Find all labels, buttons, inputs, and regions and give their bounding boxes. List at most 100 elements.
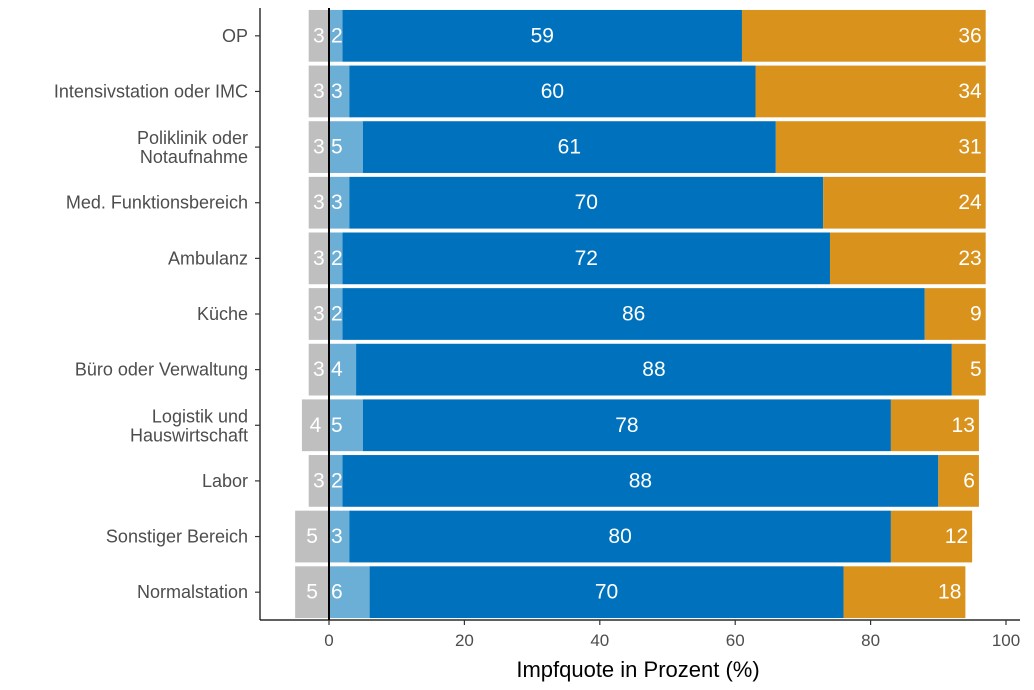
data-label-1-row-9: 3 (331, 525, 343, 548)
data-label-3-row-3: 24 (958, 191, 982, 214)
data-label-3-row-5: 9 (970, 303, 982, 326)
bar-segment-3-row-9 (890, 510, 973, 563)
category-label: Labor (202, 471, 248, 491)
data-label-2-row-9: 80 (608, 525, 631, 548)
bar-segment-3-row-7 (890, 399, 979, 452)
bar-segment-1-row-2 (329, 121, 363, 173)
data-label-1-row-6: 4 (331, 358, 343, 381)
bars-layer (295, 9, 986, 619)
bar-segment-0-row-5 (308, 288, 329, 340)
data-label-1-row-0: 2 (331, 24, 343, 47)
bar-segment-2-row-6 (356, 343, 952, 396)
category-label: Poliklinik oder Notaufnahme (137, 128, 248, 167)
x-tick-label: 60 (726, 631, 745, 650)
category-label: Med. Funktionsbereich (66, 193, 248, 213)
category-label: Sonstiger Bereich (106, 527, 248, 547)
data-label-0-row-4: 3 (313, 247, 325, 270)
data-label-1-row-5: 2 (331, 303, 343, 326)
data-label-0-row-5: 3 (313, 303, 325, 326)
bar-segment-0-row-7 (301, 399, 329, 452)
x-axis-title: Impfquote in Prozent (%) (516, 657, 759, 682)
category-label: Logistik und Hauswirtschaft (130, 406, 248, 445)
bar-segment-2-row-1 (349, 65, 756, 118)
bar-segment-2-row-10 (369, 566, 844, 619)
data-label-3-row-9: 12 (945, 525, 968, 548)
bar-segment-1-row-4 (329, 232, 343, 285)
bar-segment-2-row-9 (349, 510, 891, 563)
category-label: Büro oder Verwaltung (75, 360, 248, 380)
bar-segment-3-row-6 (951, 343, 986, 396)
bar-segment-2-row-5 (342, 288, 925, 340)
data-label-0-row-3: 3 (313, 191, 325, 214)
bar-segment-0-row-3 (308, 176, 329, 229)
bar-segment-1-row-10 (329, 566, 370, 619)
bar-segment-3-row-8 (938, 455, 979, 507)
data-label-3-row-6: 5 (970, 358, 982, 381)
data-label-3-row-10: 18 (938, 581, 961, 604)
data-label-2-row-6: 88 (642, 358, 665, 381)
bar-segment-0-row-2 (308, 121, 329, 173)
data-label-2-row-1: 60 (541, 80, 564, 103)
data-label-1-row-7: 5 (331, 414, 343, 437)
bar-segment-1-row-6 (329, 343, 357, 396)
data-label-2-row-7: 78 (615, 414, 638, 437)
bar-segment-2-row-7 (362, 399, 891, 452)
x-tick-label: 40 (590, 631, 609, 650)
data-label-1-row-3: 3 (331, 191, 343, 214)
data-label-0-row-7: 4 (310, 414, 322, 437)
bar-segment-0-row-8 (308, 455, 329, 507)
data-label-2-row-8: 88 (629, 469, 652, 492)
bar-segment-1-row-0 (329, 9, 343, 62)
bar-segment-1-row-8 (329, 455, 343, 507)
data-label-3-row-8: 6 (963, 469, 975, 492)
x-tick-label: 80 (861, 631, 880, 650)
axes-layer: 0 20 40 60 80 100 OP Intensivstation oder IMC Po… (54, 8, 1020, 650)
data-labels-layer: 3 2 59 363 3 60 343 5 61 313 3 70 243 2 72 233 2 86 93 4 88 5… (306, 24, 982, 603)
data-label-1-row-4: 2 (331, 247, 343, 270)
bar-segment-0-row-0 (308, 9, 329, 62)
bar-segment-1-row-9 (329, 510, 350, 563)
bar-segment-3-row-10 (843, 566, 966, 619)
data-label-2-row-2: 61 (558, 136, 581, 159)
x-tick-label: 0 (324, 631, 333, 650)
data-label-1-row-2: 5 (331, 136, 343, 159)
category-label: OP (222, 26, 248, 46)
data-label-3-row-0: 36 (958, 24, 981, 47)
data-label-0-row-9: 5 (306, 525, 318, 548)
bar-segment-3-row-3 (823, 176, 986, 229)
data-label-0-row-1: 3 (313, 80, 325, 103)
data-label-3-row-1: 34 (958, 80, 982, 103)
data-label-2-row-4: 72 (575, 247, 598, 270)
bar-segment-2-row-8 (342, 455, 939, 507)
data-label-0-row-6: 3 (313, 358, 325, 381)
category-label: Normalstation (137, 582, 248, 602)
bar-segment-1-row-7 (329, 399, 363, 452)
bar-segment-2-row-4 (342, 232, 830, 285)
data-label-2-row-0: 59 (531, 24, 554, 47)
bar-segment-3-row-4 (829, 232, 986, 285)
data-label-2-row-5: 86 (622, 303, 645, 326)
data-label-1-row-10: 6 (331, 581, 343, 604)
data-label-0-row-2: 3 (313, 136, 325, 159)
bar-segment-0-row-1 (308, 65, 329, 118)
bar-segment-1-row-1 (329, 65, 350, 118)
data-label-2-row-3: 70 (575, 191, 598, 214)
data-label-0-row-8: 3 (313, 469, 325, 492)
bar-segment-0-row-6 (308, 343, 329, 396)
bar-segment-1-row-5 (329, 288, 343, 340)
bar-segment-0-row-4 (308, 232, 329, 285)
bar-segment-2-row-3 (349, 176, 824, 229)
data-label-0-row-10: 5 (306, 581, 318, 604)
data-label-0-row-0: 3 (313, 24, 325, 47)
category-label: Küche (197, 304, 248, 324)
bar-segment-3-row-1 (755, 65, 986, 118)
bar-segment-3-row-0 (741, 9, 986, 62)
data-label-1-row-1: 3 (331, 80, 343, 103)
data-label-3-row-7: 13 (952, 414, 975, 437)
x-tick-label: 20 (455, 631, 474, 650)
bar-segment-3-row-5 (924, 288, 986, 340)
bar-segment-0-row-9 (295, 510, 329, 563)
bar-segment-2-row-0 (342, 9, 742, 62)
bar-segment-1-row-3 (329, 176, 350, 229)
